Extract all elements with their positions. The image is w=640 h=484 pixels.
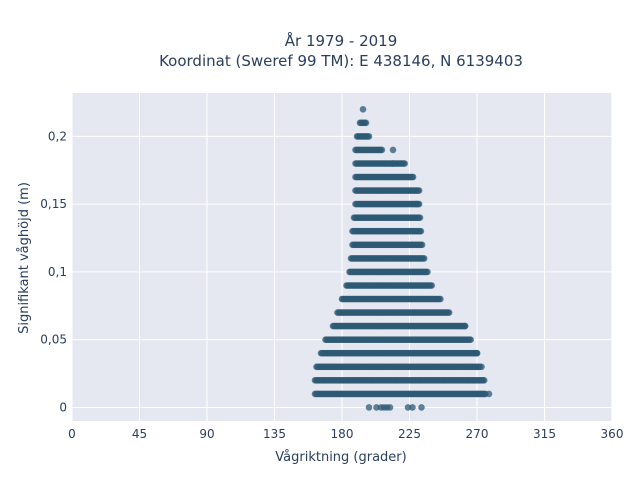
data-point [386,404,394,411]
data-point [416,214,424,221]
data-point [409,173,417,181]
x-tick-label: 315 [533,427,556,441]
chart-title-line-2: Koordinat (Sweref 99 TM): E 438146, N 61… [159,52,523,70]
y-tick-label: 0 [59,400,67,414]
data-point [365,404,373,411]
data-point [389,146,397,154]
x-tick-label: 270 [466,427,489,441]
data-point [389,160,397,167]
x-tick-label: 180 [331,427,354,441]
data-point [461,322,469,330]
data-point [418,404,425,411]
data-point [428,282,436,289]
data-point [480,377,488,384]
data-point [424,268,431,276]
y-tick-label: 0,2 [48,129,67,143]
y-tick-label: 0,05 [40,333,67,347]
data-point [485,390,493,398]
data-point [409,404,416,411]
data-point [378,146,386,154]
data-point [415,187,423,194]
y-tick-label: 0,15 [40,197,67,211]
data-point [418,241,426,249]
data-point [467,336,475,344]
data-point [473,349,481,357]
data-point [362,119,370,127]
x-tick-label: 45 [132,427,147,441]
data-point [413,200,421,208]
data-point [365,133,373,140]
x-tick-label: 360 [601,427,624,441]
data-point [401,160,409,167]
x-axis-title: Vågriktning (grader) [275,450,406,465]
y-tick-labels: 0 0,05 0,1 0,15 0,2 [40,129,67,414]
y-axis-title: Signifikant våghöjd (m) [17,182,32,334]
y-tick-label: 0,1 [48,265,67,279]
data-point [359,106,367,113]
data-point [417,227,425,235]
data-point [445,309,453,316]
x-tick-label: 225 [398,427,421,441]
x-tick-label: 135 [263,427,286,441]
x-tick-label: 0 [68,427,76,441]
data-point [437,295,444,303]
data-point [420,255,428,262]
x-tick-label: 90 [199,427,214,441]
data-points [311,106,493,411]
chart-title-line-1: År 1979 - 2019 [285,31,398,50]
data-point [478,363,485,371]
x-tick-labels: 0 45 90 135 180 225 270 315 360 [68,427,623,441]
